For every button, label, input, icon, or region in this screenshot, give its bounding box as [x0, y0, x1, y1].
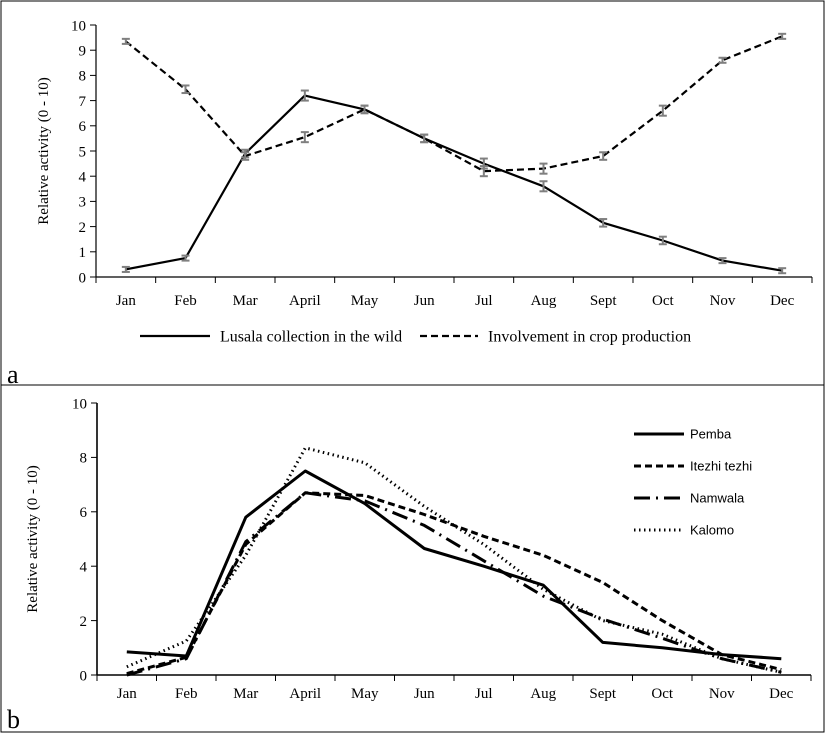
y-tick-label: 2: [80, 614, 88, 630]
x-tick-label: Sept: [589, 686, 617, 702]
x-tick-label: Jun: [414, 293, 435, 309]
panel-b: b 0 2 4 6 8 10 Jan Feb Mar April May Jun Jul Aug Sept Oc…: [1, 385, 824, 733]
x-tick-label: Mar: [233, 686, 258, 702]
x-tick-label: Feb: [175, 686, 198, 702]
y-axis-title: Relative activity (0 - 10): [36, 77, 52, 224]
y-axis-title: Relative activity (0 - 10): [25, 465, 41, 612]
x-tick-label: Jan: [117, 686, 137, 702]
x-tick-label: May: [351, 293, 379, 309]
y-tick-label: 1: [79, 245, 87, 261]
x-tick-label: Dec: [769, 686, 793, 702]
x-tick-label: April: [289, 686, 321, 702]
x-tick-label: Feb: [174, 293, 197, 309]
x-tick-label: Dec: [770, 293, 794, 309]
y-tick-label: 9: [79, 43, 87, 59]
x-tick-label: Jul: [475, 293, 493, 309]
legend-label-3: Namwala: [690, 491, 745, 506]
x-tick-label: Mar: [233, 293, 258, 309]
legend-label-4: Kalomo: [690, 523, 734, 538]
y-tick-label: 10: [72, 396, 87, 412]
y-tick-label: 0: [79, 270, 87, 286]
legend-label-2: Involvement in crop production: [488, 329, 691, 346]
legend-label-2: Itezhi tezhi: [690, 459, 752, 474]
x-tick-label: Oct: [652, 293, 674, 309]
panel-label: b: [7, 705, 20, 733]
x-tick-label: Aug: [530, 686, 556, 702]
series-line-2: [127, 493, 782, 674]
y-tick-label: 6: [79, 119, 87, 135]
series-line-1: [126, 96, 782, 271]
x-tick-label: April: [289, 293, 321, 309]
y-tick-label: 8: [79, 69, 87, 85]
legend-label-1: Pemba: [690, 427, 732, 442]
series-line-4: [127, 448, 782, 672]
y-tick-label: 10: [71, 18, 86, 34]
y-tick-label: 6: [80, 505, 88, 521]
x-tick-label: May: [351, 686, 379, 702]
y-tick-label: 3: [79, 195, 87, 211]
y-tick-label: 7: [79, 94, 87, 110]
x-tick-label: Aug: [531, 293, 557, 309]
x-tick-label: Nov: [710, 293, 736, 309]
y-tick-label: 4: [79, 169, 87, 185]
y-tick-label: 4: [80, 559, 88, 575]
y-tick-label: 5: [79, 144, 87, 160]
x-tick-label: Sept: [590, 293, 618, 309]
series-line-1: [127, 471, 782, 659]
x-tick-label: Nov: [709, 686, 735, 702]
legend-label-1: Lusala collection in the wild: [220, 329, 402, 346]
x-tick-label: Jul: [475, 686, 493, 702]
x-tick-label: Oct: [651, 686, 673, 702]
x-tick-label: Jan: [116, 293, 136, 309]
y-tick-label: 2: [79, 220, 87, 236]
y-tick-label: 8: [80, 451, 88, 467]
y-tick-label: 0: [80, 668, 88, 684]
panel-frame: [1, 1, 824, 385]
x-tick-label: Jun: [414, 686, 435, 702]
